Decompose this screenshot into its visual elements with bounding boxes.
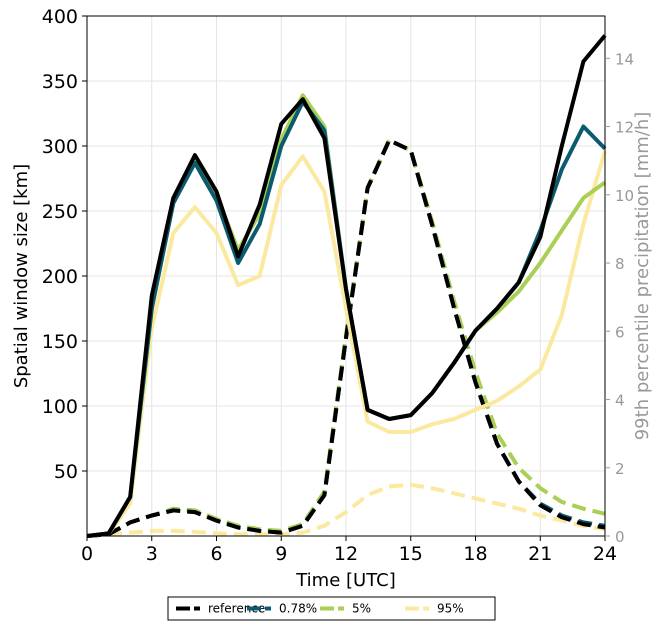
- x-tick-label: 3: [146, 543, 158, 565]
- y2-tick-label: 10: [615, 187, 634, 205]
- x-tick-label: 15: [399, 543, 423, 565]
- y-tick-label: 400: [42, 6, 78, 28]
- y2-axis-title: 99th percentile precipitation [mm/h]: [632, 112, 653, 441]
- y-tick-label: 100: [42, 396, 78, 418]
- precip-line: [86, 138, 606, 538]
- x-tick-label: 0: [81, 543, 93, 565]
- y2-tick-label: 2: [615, 460, 625, 478]
- y-ticks: 50 100 150 200 250 300 350 400: [42, 6, 87, 483]
- y2-tick-label: 0: [615, 528, 625, 546]
- series-lines: [86, 34, 607, 538]
- y-tick-label: 150: [42, 331, 78, 353]
- x-tick-label: 9: [275, 543, 287, 565]
- legend-label: reference: [208, 602, 265, 616]
- x-tick-label: 18: [463, 543, 487, 565]
- y2-tick-label: 14: [615, 50, 634, 68]
- x-tick-label: 12: [334, 543, 358, 565]
- legend: reference 0.78% 5% 95%: [167, 596, 496, 621]
- x-tick-label: 6: [210, 543, 222, 565]
- legend-label: 95%: [437, 602, 464, 616]
- legend-label: 5%: [352, 602, 371, 616]
- y-axis-title: Spatial window size [km]: [11, 164, 32, 388]
- window-size-line: [86, 150, 607, 538]
- x-tick-label: 24: [593, 543, 617, 565]
- y2-ticks: 0 2 4 6 8 10 12 14: [605, 50, 634, 546]
- legend-label: 0.78%: [279, 602, 317, 616]
- x-ticks: 0 3 6 9 12 15 18 21 24: [81, 536, 617, 565]
- y-tick-label: 300: [42, 136, 78, 158]
- y-tick-label: 350: [42, 71, 78, 93]
- window-size-line: [86, 34, 607, 538]
- precip-line: [86, 482, 606, 538]
- y2-tick-label: 4: [615, 392, 625, 410]
- y2-tick-label: 8: [615, 255, 625, 273]
- x-axis-title: Time [UTC]: [295, 570, 396, 591]
- y-tick-label: 250: [42, 201, 78, 223]
- y-tick-label: 50: [54, 461, 78, 483]
- x-tick-label: 21: [528, 543, 552, 565]
- y2-tick-label: 12: [615, 119, 634, 137]
- y-tick-label: 200: [42, 266, 78, 288]
- y2-tick-label: 6: [615, 323, 625, 341]
